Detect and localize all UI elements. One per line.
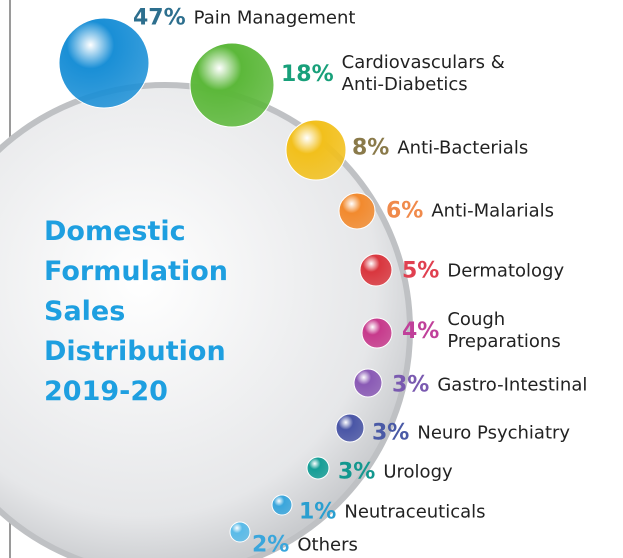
- category-label: 3% Gastro-Intestinal: [392, 373, 587, 398]
- category-name: Cardiovasculars & Anti-Diabetics: [341, 52, 505, 95]
- bubble: [306, 456, 330, 480]
- bubble: [361, 317, 393, 349]
- value-label: 47%: [133, 5, 186, 31]
- category-name: Neuro Psychiatry: [417, 422, 571, 443]
- category-name: Cough Preparations: [447, 309, 561, 352]
- bubble: [58, 17, 150, 109]
- category-label: 18% Cardiovasculars & Anti-Diabetics: [281, 52, 517, 96]
- value-label: 3%: [392, 372, 430, 398]
- category-label: 1% Neutraceuticals: [299, 500, 486, 525]
- bubble: [271, 494, 293, 516]
- category-name: Neutraceuticals: [344, 501, 486, 522]
- value-label: 3%: [338, 459, 376, 485]
- category-label: 8% Anti-Bacterials: [352, 136, 528, 161]
- category-name: Others: [297, 534, 358, 555]
- category-label: 3% Urology: [338, 460, 453, 485]
- category-name: Dermatology: [447, 260, 565, 281]
- value-label: 4%: [402, 318, 440, 344]
- chart-title: Domestic Formulation Sales Distribution …: [44, 216, 228, 407]
- bubble: [229, 521, 251, 543]
- category-label: 5% Dermatology: [402, 259, 564, 284]
- category-label: 4% Cough Preparations: [402, 309, 567, 353]
- category-name: Pain Management: [193, 7, 356, 28]
- category-label: 47% Pain Management: [133, 6, 355, 31]
- category-label: 6% Anti-Malarials: [386, 199, 554, 224]
- value-label: 2%: [252, 532, 290, 558]
- category-name: Anti-Malarials: [431, 200, 555, 221]
- value-label: 3%: [372, 420, 410, 446]
- value-label: 5%: [402, 258, 440, 284]
- category-name: Urology: [383, 461, 453, 482]
- bubble: [285, 119, 347, 181]
- bubble: [353, 368, 383, 398]
- bubble: [338, 192, 376, 230]
- bubble: [189, 42, 275, 128]
- category-name: Gastro-Intestinal: [437, 374, 588, 395]
- backdrop-circle: [0, 82, 413, 558]
- value-label: 6%: [386, 198, 424, 224]
- category-name: Anti-Bacterials: [397, 137, 529, 158]
- value-label: 8%: [352, 135, 390, 161]
- value-label: 1%: [299, 499, 337, 525]
- bubble: [335, 413, 365, 443]
- category-label: 3% Neuro Psychiatry: [372, 421, 570, 446]
- category-label: 2% Others: [252, 533, 358, 558]
- value-label: 18%: [281, 61, 334, 87]
- bubble: [359, 253, 393, 287]
